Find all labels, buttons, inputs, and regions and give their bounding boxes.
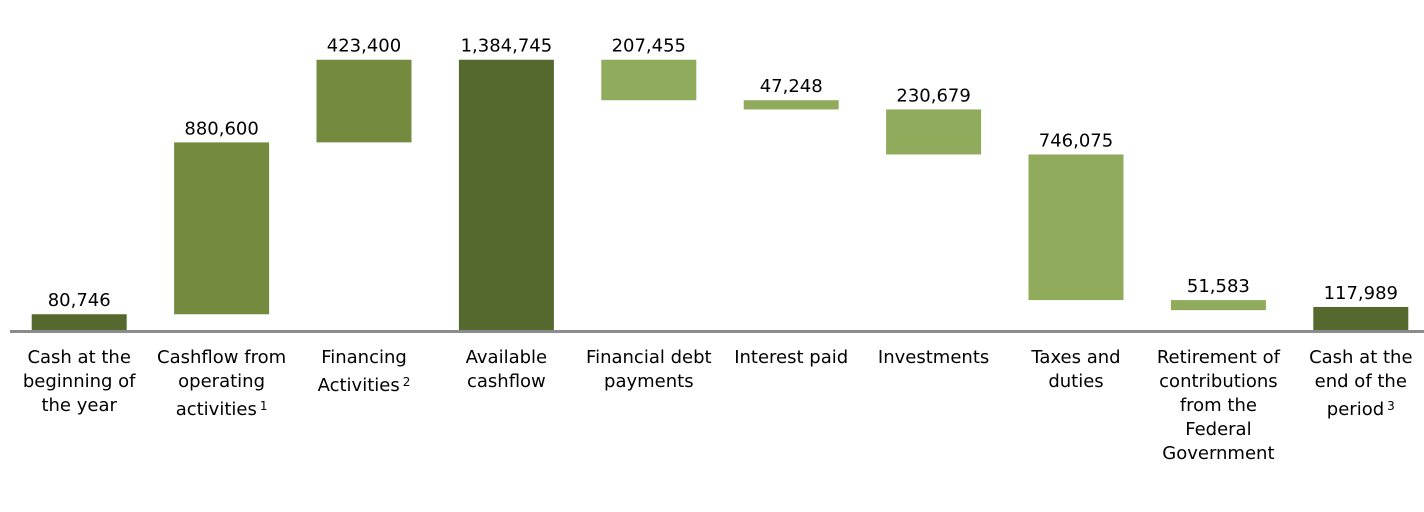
value-label: 51,583 xyxy=(1187,276,1250,297)
value-label: 230,679 xyxy=(896,85,970,106)
category-label: Cashflow from operating activities 1 xyxy=(155,346,289,422)
bar xyxy=(458,59,554,331)
value-label: 746,075 xyxy=(1039,130,1113,151)
category-text: Investments xyxy=(877,347,990,368)
category-label: Financing Activities 2 xyxy=(297,346,431,398)
value-label: 47,248 xyxy=(760,76,823,97)
value-label: 1,384,745 xyxy=(461,36,553,57)
category-label: Financial debt payments xyxy=(582,346,716,394)
category-label: Investments xyxy=(867,346,1001,370)
bar xyxy=(1313,306,1409,330)
value-label: 423,400 xyxy=(327,36,401,57)
bar xyxy=(886,109,982,155)
category-text: Taxes and duties xyxy=(1031,347,1121,392)
category-text: Available cashflow xyxy=(465,347,548,392)
category-label: Taxes and duties xyxy=(1009,346,1143,394)
category-label: Retirement of contributions from the Fed… xyxy=(1151,346,1285,466)
category-label: Interest paid xyxy=(724,346,858,370)
value-label: 80,746 xyxy=(48,290,111,311)
category-text: Financing Activities xyxy=(317,347,407,396)
bar xyxy=(1028,154,1124,301)
category-label: Cash at the end of the period 3 xyxy=(1294,346,1424,422)
bar xyxy=(601,59,697,101)
category-text: Cash at the end of the period xyxy=(1309,347,1413,420)
footnote-mark: 2 xyxy=(402,375,411,389)
category-label: Cash at the beginning of the year xyxy=(12,346,146,418)
category-text: Retirement of contributions from the Fed… xyxy=(1156,347,1280,464)
category-text: Interest paid xyxy=(734,347,849,368)
value-label: 117,989 xyxy=(1324,283,1398,304)
footnote-mark: 3 xyxy=(1387,399,1395,413)
bar xyxy=(31,314,127,330)
category-text: Cash at the beginning of the year xyxy=(22,347,136,416)
category-text: Cashflow from operating activities xyxy=(157,347,287,420)
bar xyxy=(1170,300,1266,311)
bar xyxy=(174,142,270,315)
category-text: Financial debt payments xyxy=(586,347,712,392)
category-label: Available cashflow xyxy=(439,346,573,394)
bar xyxy=(316,59,412,143)
value-label: 880,600 xyxy=(184,118,258,139)
value-label: 207,455 xyxy=(612,36,686,57)
bar xyxy=(743,100,839,110)
footnote-mark: 1 xyxy=(259,399,268,413)
